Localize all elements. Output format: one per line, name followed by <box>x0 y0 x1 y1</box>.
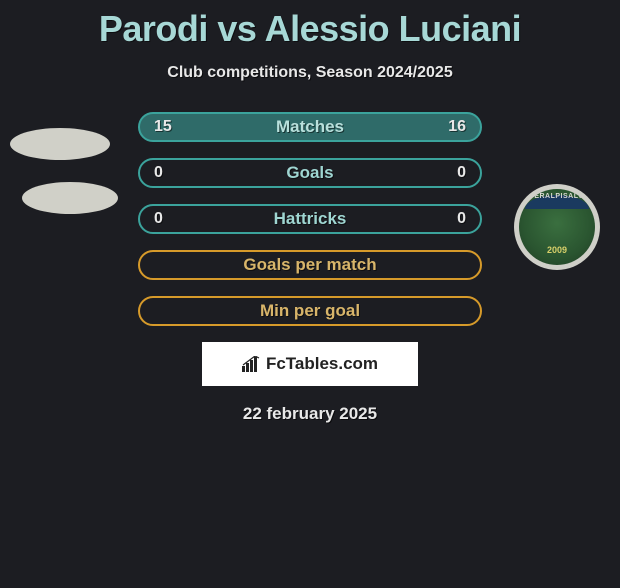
team-right-logo-label: FERALPISALO <box>519 193 595 200</box>
fctables-banner: FcTables.com <box>202 342 418 386</box>
subtitle: Club competitions, Season 2024/2025 <box>0 64 620 82</box>
fctables-label: FcTables.com <box>266 354 378 374</box>
stat-left-matches: 15 <box>154 118 172 136</box>
team-right-logo-year: 2009 <box>519 245 595 255</box>
date-label: 22 february 2025 <box>0 404 620 424</box>
stat-row-gpm: Goals per match <box>138 250 482 280</box>
stat-right-goals: 0 <box>457 164 466 182</box>
team-left-logo-1 <box>10 128 110 160</box>
stat-left-hattricks: 0 <box>154 210 163 228</box>
chart-icon <box>242 356 260 372</box>
stat-label-matches: Matches <box>276 117 344 137</box>
stat-row-matches: 15 Matches 16 <box>138 112 482 142</box>
stat-right-hattricks: 0 <box>457 210 466 228</box>
stat-right-matches: 16 <box>448 118 466 136</box>
stat-label-gpm: Goals per match <box>243 255 376 275</box>
stat-row-mpg: Min per goal <box>138 296 482 326</box>
stat-label-goals: Goals <box>286 163 333 183</box>
stat-label-hattricks: Hattricks <box>274 209 347 229</box>
stat-row-goals: 0 Goals 0 <box>138 158 482 188</box>
stat-label-mpg: Min per goal <box>260 301 360 321</box>
stat-rows: 15 Matches 16 0 Goals 0 0 Hattricks 0 Goals per m… <box>138 112 482 326</box>
team-right-logo: FERALPISALO 2009 <box>514 184 600 270</box>
stat-row-hattricks: 0 Hattricks 0 <box>138 204 482 234</box>
page-title: Parodi vs Alessio Luciani <box>0 8 620 50</box>
stat-left-goals: 0 <box>154 164 163 182</box>
team-left-logo-2 <box>22 182 118 214</box>
